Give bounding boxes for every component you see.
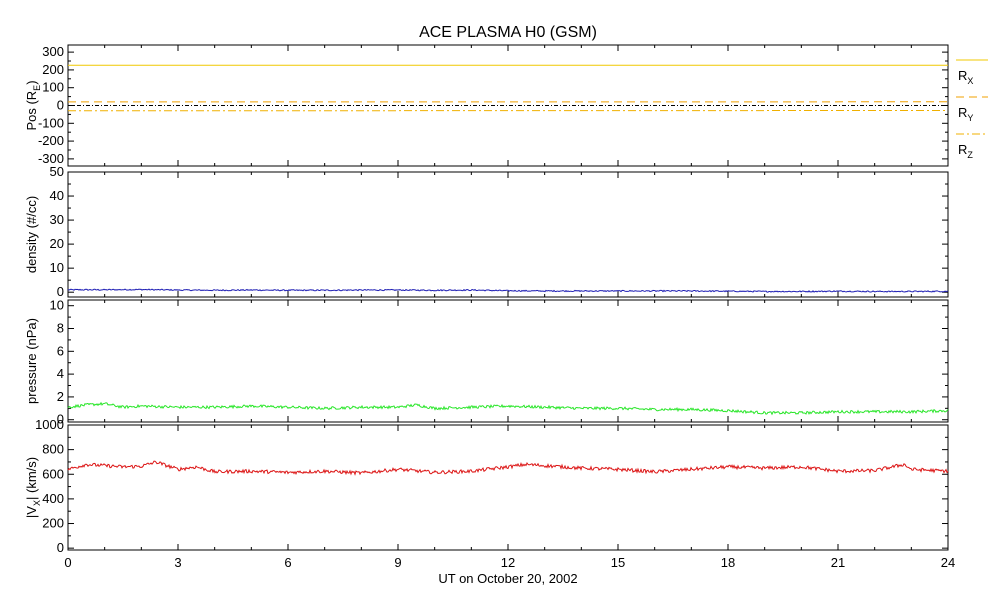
x-tick-label: 15 [611, 555, 625, 570]
y-tick-label: -100 [38, 115, 64, 130]
y-axis-label-end: | (km/s) [24, 457, 39, 500]
y-tick-label: 0 [57, 284, 64, 299]
y-tick-label: 10 [50, 298, 64, 313]
y-tick-label: 40 [50, 188, 64, 203]
y-axis-label-sub: X [32, 500, 42, 506]
y-tick-label: 300 [42, 44, 64, 59]
y-axis-label: |VX| (km/s) [24, 457, 42, 518]
y-tick-label: 20 [50, 236, 64, 251]
panel-3: 0 200 400 600 800 1000 |VX| (km/s) [24, 417, 949, 555]
legend-label: RZ [958, 142, 973, 160]
series-line-3-0 [67, 460, 949, 476]
y-tick-label: 0 [57, 98, 64, 113]
y-axis-label: density (#/cc) [24, 196, 39, 273]
x-tick-label: 3 [174, 555, 181, 570]
y-tick-label: 800 [42, 442, 64, 457]
y-axis-label-main: |V [24, 506, 39, 518]
x-tick-label: 12 [501, 555, 515, 570]
y-tick-label: 400 [42, 491, 64, 506]
y-axis-label-main: pressure (nPa) [24, 318, 39, 404]
y-tick-label: 600 [42, 466, 64, 481]
panel-frame [67, 171, 949, 298]
x-tick-label: 6 [284, 555, 291, 570]
x-tick-label: 9 [394, 555, 401, 570]
y-tick-label: 1000 [35, 417, 64, 432]
y-tick-label: 2 [57, 389, 64, 404]
series-line-1-0 [67, 288, 949, 293]
panel-0: -300 -200 -100 0 100 200 300 Pos (RE) [24, 44, 949, 167]
panel-2: 0 2 4 6 8 10 pressure (nPa) [24, 298, 949, 427]
y-axis-label: Pos (RE) [24, 80, 42, 130]
x-tick-label: 21 [831, 555, 845, 570]
legend-label: RY [958, 105, 973, 123]
y-tick-label: 6 [57, 343, 64, 358]
y-axis-label-main: density (#/cc) [24, 196, 39, 273]
y-axis-label: pressure (nPa) [24, 318, 39, 404]
y-tick-label: 4 [57, 366, 64, 381]
y-tick-label: 200 [42, 62, 64, 77]
x-axis: 0 3 6 9 12 15 18 21 24 [64, 555, 955, 570]
y-axis-label-sub: E [32, 85, 42, 91]
x-tick-label: 0 [64, 555, 71, 570]
y-axis-label-main: Pos (R [24, 91, 39, 131]
y-tick-label: 0 [57, 540, 64, 555]
y-tick-label: 100 [42, 80, 64, 95]
panel-1: 0 10 20 30 40 50 density (#/cc) [24, 164, 949, 299]
series-line-2-0 [67, 401, 949, 416]
y-axis-label-end: ) [24, 80, 39, 84]
x-tick-label: 24 [941, 555, 955, 570]
figure-title: ACE PLASMA H0 (GSM) [419, 24, 597, 41]
y-tick-label: -200 [38, 133, 64, 148]
y-tick-label: -300 [38, 151, 64, 166]
position-legend: RX RY RZ [956, 59, 988, 160]
x-axis-label: UT on October 20, 2002 [438, 571, 577, 586]
y-tick-label: 8 [57, 321, 64, 336]
y-tick-label: 10 [50, 260, 64, 275]
panel-frame [67, 424, 949, 551]
y-tick-label: 200 [42, 516, 64, 531]
y-tick-label: 0 [57, 412, 64, 427]
x-tick-label: 18 [721, 555, 735, 570]
y-tick-label: 30 [50, 212, 64, 227]
legend-label: RX [958, 68, 973, 86]
y-tick-label: 50 [50, 164, 64, 179]
panel-frame [67, 299, 949, 423]
